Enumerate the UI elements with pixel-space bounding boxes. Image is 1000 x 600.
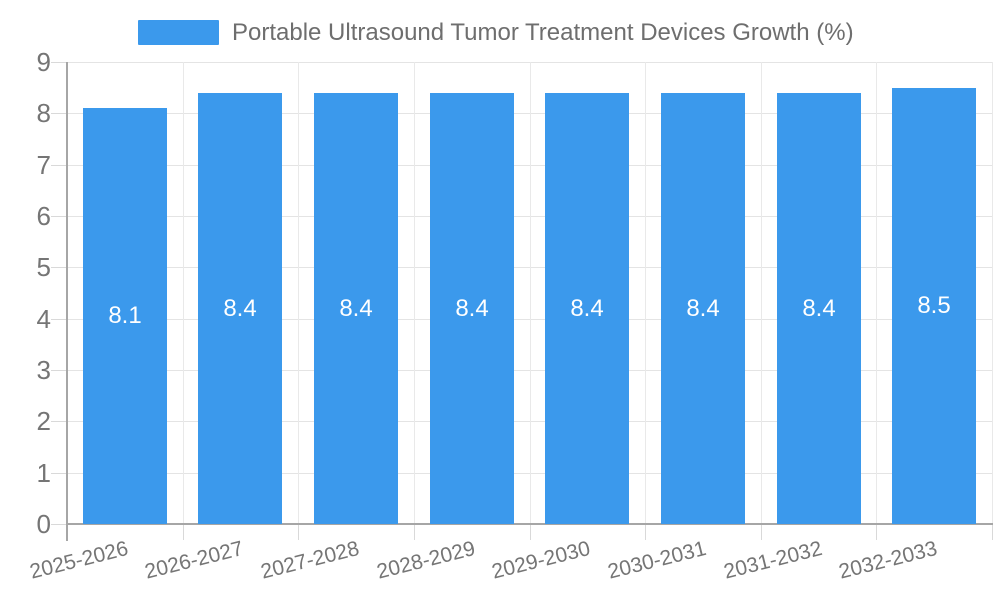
y-gridline [67, 165, 992, 166]
y-axis-tick-label: 5 [36, 252, 51, 282]
y-gridline [67, 473, 992, 474]
x-tick-mark [645, 524, 646, 540]
x-gridline [298, 62, 299, 524]
bar [661, 93, 745, 524]
x-tick-mark [414, 524, 415, 540]
x-gridline [414, 62, 415, 524]
y-axis-line [66, 62, 68, 541]
chart-title: Portable Ultrasound Tumor Treatment Devi… [232, 19, 854, 46]
y-gridline [67, 319, 992, 320]
y-tick-mark [51, 473, 67, 474]
y-gridline [67, 421, 992, 422]
bar-value-label: 8.4 [339, 295, 373, 322]
bar-value-label: 8.4 [455, 295, 489, 322]
x-gridline [761, 62, 762, 524]
x-tick-mark [183, 524, 184, 540]
y-axis-tick-label: 2 [36, 406, 51, 436]
bar-value-label: 8.1 [108, 302, 142, 329]
chart-legend[interactable]: Portable Ultrasound Tumor Treatment Devi… [138, 19, 854, 46]
x-tick-mark [761, 524, 762, 540]
x-gridline [876, 62, 877, 524]
x-gridline [530, 62, 531, 524]
bar [83, 108, 167, 524]
bar-value-label: 8.4 [802, 295, 836, 322]
bar [198, 93, 282, 524]
y-gridline [67, 370, 992, 371]
y-tick-mark [51, 113, 67, 114]
y-gridline [67, 113, 992, 114]
x-gridline [645, 62, 646, 524]
bar-value-label: 8.4 [570, 295, 604, 322]
bar-value-label: 8.5 [917, 292, 951, 319]
y-gridline [67, 62, 992, 63]
x-tick-mark [992, 524, 993, 540]
y-tick-mark [51, 370, 67, 371]
bar-value-label: 8.4 [223, 295, 257, 322]
legend-color-swatch [138, 20, 219, 45]
bar [314, 93, 398, 524]
y-gridline [67, 216, 992, 217]
y-axis-tick-label: 0 [36, 509, 51, 539]
y-tick-mark [51, 319, 67, 320]
y-axis-tick-label: 7 [36, 150, 51, 180]
x-gridline [183, 62, 184, 524]
bar [430, 93, 514, 524]
y-axis-tick-label: 6 [36, 201, 51, 231]
y-tick-mark [51, 421, 67, 422]
y-axis-tick-label: 1 [36, 458, 51, 488]
y-tick-mark [51, 267, 67, 268]
y-tick-mark [51, 62, 67, 63]
y-tick-mark [51, 216, 67, 217]
y-axis-tick-label: 9 [36, 47, 51, 77]
x-tick-mark [530, 524, 531, 540]
x-tick-mark [298, 524, 299, 540]
bar [777, 93, 861, 524]
x-tick-mark [876, 524, 877, 540]
y-axis-tick-label: 8 [36, 98, 51, 128]
x-axis-line [66, 523, 993, 525]
y-tick-mark [51, 165, 67, 166]
bar [892, 88, 976, 524]
y-tick-mark [51, 524, 67, 525]
y-axis-tick-label: 3 [36, 355, 51, 385]
x-gridline [992, 62, 993, 524]
bar-value-label: 8.4 [686, 295, 720, 322]
bar [545, 93, 629, 524]
y-axis-tick-label: 4 [36, 304, 51, 334]
y-gridline [67, 267, 992, 268]
